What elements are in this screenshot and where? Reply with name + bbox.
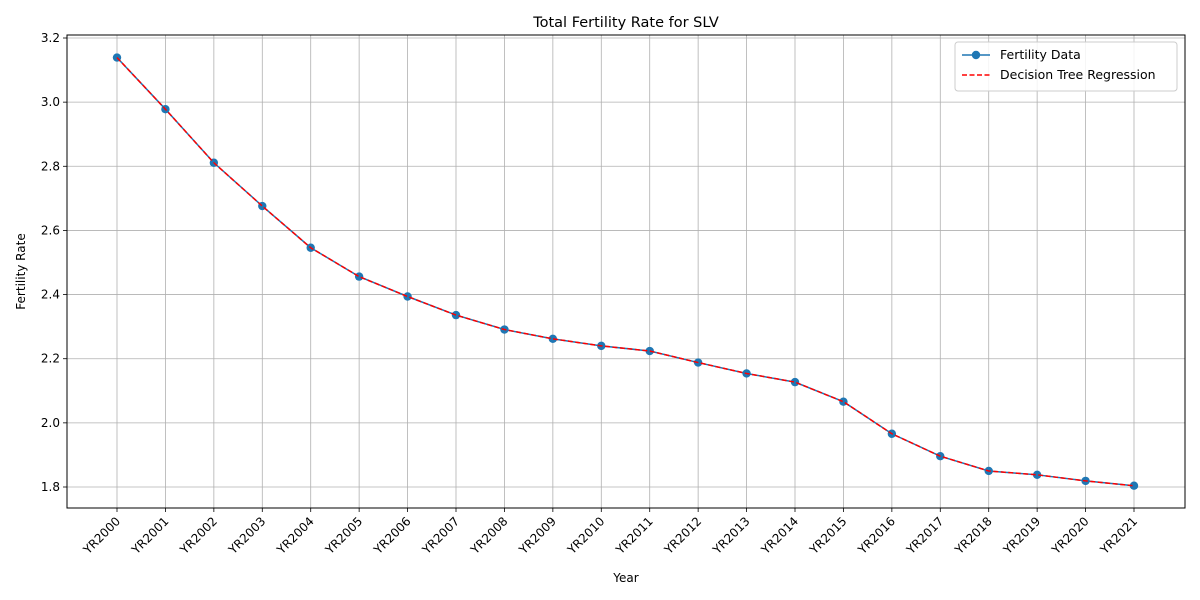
chart-title: Total Fertility Rate for SLV: [532, 15, 719, 31]
legend-box: [954, 41, 1178, 92]
data-point-fertility: [548, 334, 558, 344]
legend-label-fertility: Fertility Data: [1000, 47, 1081, 62]
y-tick-label: 2.6: [41, 223, 60, 237]
grid-layer: [67, 35, 1185, 508]
data-point-fertility: [790, 377, 800, 387]
x-axis-label: Year: [612, 571, 638, 585]
y-tick-label: 2.8: [41, 159, 60, 173]
y-tick-label: 3.2: [41, 31, 60, 45]
plot-frame: [66, 34, 1186, 509]
y-tick-label: 2.4: [41, 288, 60, 302]
data-point-fertility: [403, 292, 412, 301]
legend-label-regression: Decision Tree Regression: [1000, 67, 1156, 82]
y-tick-label: 1.8: [41, 480, 60, 494]
y-tick-label: 2.2: [41, 352, 60, 366]
y-tick-label: 3.0: [41, 95, 60, 109]
series-layer: [112, 53, 1139, 490]
data-point-fertility: [645, 346, 654, 356]
y-axis-label: Fertility Rate: [14, 233, 28, 309]
y-tick-label: 2.0: [41, 416, 60, 430]
data-point-fertility: [839, 397, 848, 406]
data-point-fertility: [1032, 470, 1042, 480]
y-axis: 1.8 2.0 2.2 2.4 2.6 2.8 3.0 3.2: [41, 31, 67, 494]
legend: Fertility Data Decision Tree Regression: [954, 41, 1178, 92]
data-point-fertility: [354, 272, 364, 281]
legend-marker-fertility: [971, 50, 981, 60]
data-point-fertility: [1129, 481, 1139, 490]
series-line-decision-tree-regression: [116, 57, 1135, 487]
